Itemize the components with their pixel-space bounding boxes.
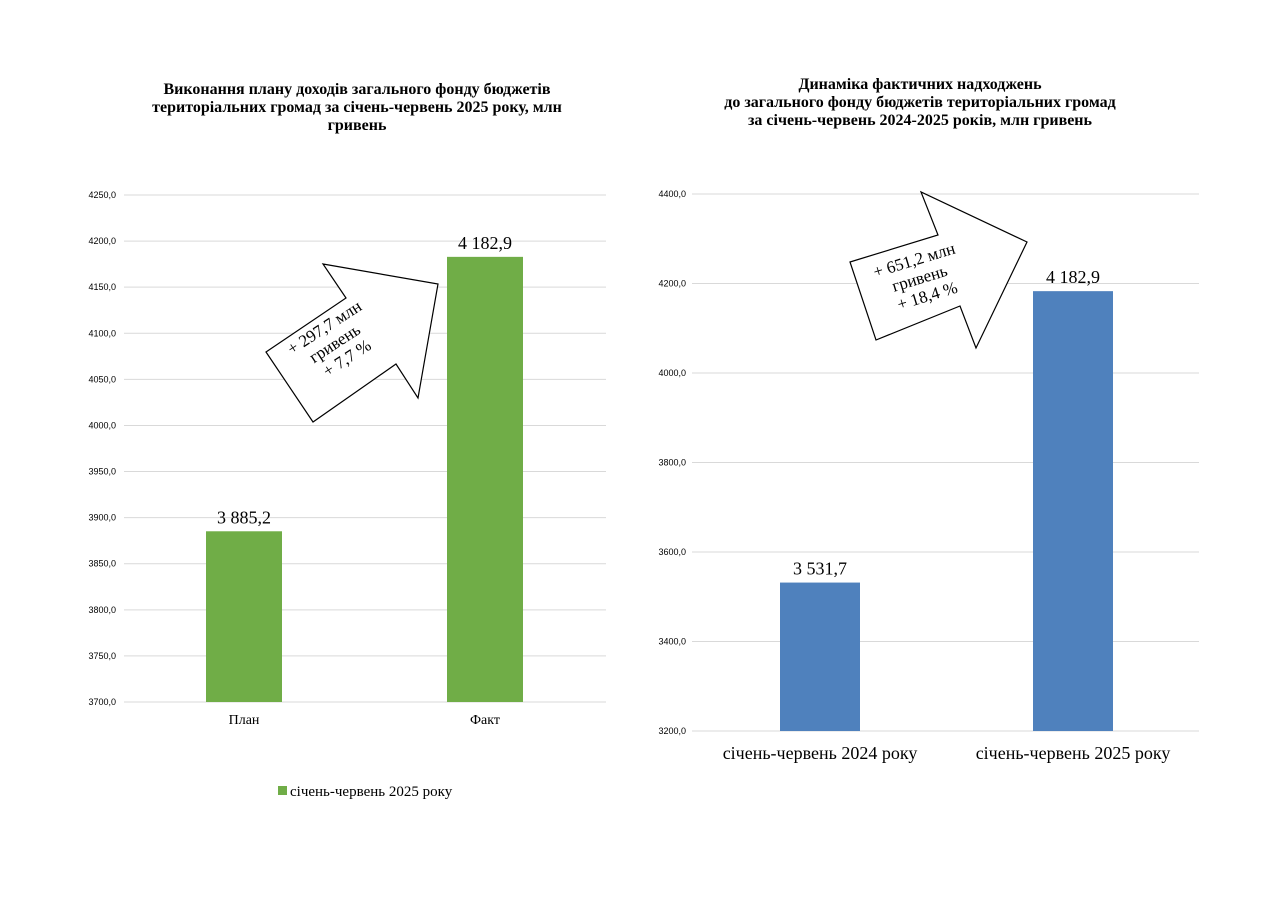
- left-legend: січень-червень 2025 року: [278, 784, 453, 800]
- right-y-tick-labels: 3200,0 3400,0 3600,0 3800,0 4000,0 4200,0 4400…: [658, 189, 686, 736]
- left-arrow-shape: [265, 263, 439, 423]
- right-y-tick-label: 3600,0: [658, 547, 686, 557]
- left-y-tick-label: 4200,0: [88, 236, 116, 246]
- right-y-tick-label: 3800,0: [658, 458, 686, 468]
- right-category-labels: січень-червень 2024 року січень-червень 2…: [723, 743, 1171, 763]
- left-data-label: 4 182,9: [458, 233, 512, 253]
- chart-title-right: Динаміка фактичних надходжень до загальн…: [724, 76, 1116, 129]
- right-y-tick-label: 3400,0: [658, 637, 686, 647]
- right-data-label: 3 531,7: [793, 559, 847, 579]
- right-category-label: січень-червень 2025 року: [976, 743, 1171, 763]
- left-category-label: Факт: [470, 713, 500, 728]
- right-bar: [1033, 291, 1113, 731]
- right-y-tick-label: 4000,0: [658, 368, 686, 378]
- left-y-tick-label: 4050,0: [88, 374, 116, 384]
- right-gridlines: [692, 193, 1199, 732]
- left-gridlines: [124, 194, 606, 703]
- left-bars: [206, 256, 523, 702]
- chart-left: 3700,0 3750,0 3800,0 3850,0 3900,0 3950,0 4000…: [88, 190, 606, 800]
- left-y-tick-label: 3950,0: [88, 467, 116, 477]
- left-y-tick-label: 4000,0: [88, 420, 116, 430]
- left-y-tick-label: 4250,0: [88, 190, 116, 200]
- right-arrow-shape: [849, 190, 1028, 350]
- left-data-labels: 3 885,2 4 182,9: [217, 233, 512, 527]
- left-y-tick-label: 4150,0: [88, 282, 116, 292]
- left-category-labels: План Факт: [229, 713, 500, 728]
- left-y-tick-labels: 3700,0 3750,0 3800,0 3850,0 3900,0 3950,0 4000…: [88, 190, 116, 707]
- left-y-tick-label: 3800,0: [88, 605, 116, 615]
- right-y-tick-label: 4200,0: [658, 279, 686, 289]
- left-y-tick-label: 3850,0: [88, 559, 116, 569]
- left-y-tick-label: 3700,0: [88, 697, 116, 707]
- left-category-label: План: [229, 713, 260, 728]
- right-bar: [780, 582, 860, 731]
- right-data-labels: 3 531,7 4 182,9: [793, 267, 1100, 578]
- left-y-tick-label: 3750,0: [88, 651, 116, 661]
- chart-title-left: Виконання плану доходів загального фонду…: [152, 81, 562, 134]
- chart-right: 3200,0 3400,0 3600,0 3800,0 4000,0 4200,0 4400…: [658, 189, 1199, 763]
- left-y-tick-label: 4100,0: [88, 328, 116, 338]
- left-bar: [447, 256, 523, 702]
- right-y-tick-label: 3200,0: [658, 726, 686, 736]
- legend-label: січень-червень 2025 року: [290, 784, 453, 800]
- legend-swatch: [278, 786, 287, 795]
- left-data-label: 3 885,2: [217, 507, 271, 527]
- right-data-label: 4 182,9: [1046, 267, 1100, 287]
- right-y-tick-label: 4400,0: [658, 189, 686, 199]
- left-bar: [206, 531, 282, 702]
- right-arrow-annotation: + 651,2 млн гривень + 18,4 %: [849, 190, 1028, 350]
- left-arrow-annotation: + 297,7 млн гривень + 7,7 %: [265, 263, 439, 423]
- right-bars: [780, 291, 1113, 731]
- left-y-tick-label: 3900,0: [88, 513, 116, 523]
- right-category-label: січень-червень 2024 року: [723, 743, 918, 763]
